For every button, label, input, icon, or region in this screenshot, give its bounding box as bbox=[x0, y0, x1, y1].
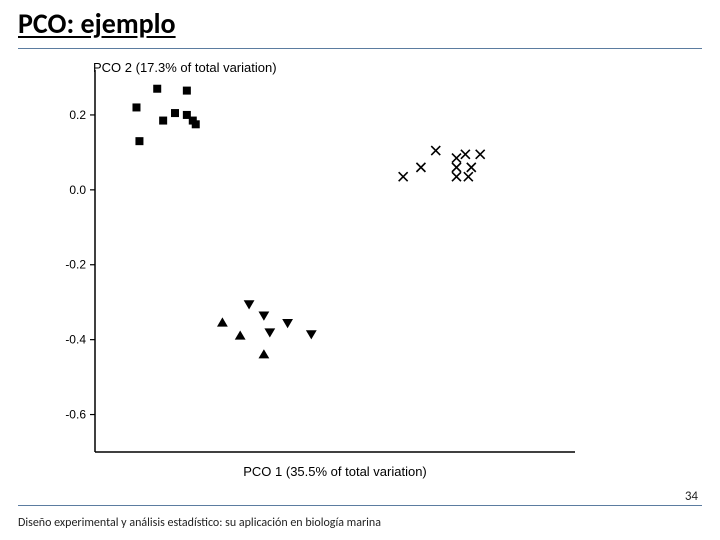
slide-title: PCO: ejemplo bbox=[18, 6, 176, 41]
footer-text: Diseño experimental y análisis estadísti… bbox=[18, 516, 381, 530]
plot-svg: 0.2 0.0 -0.2 -0.4 -0.6 PCO 2 (17.3% of total … bbox=[30, 62, 590, 492]
svg-text:-0.2: -0.2 bbox=[65, 258, 86, 272]
pco-scatter-plot: 0.2 0.0 -0.2 -0.4 -0.6 PCO 2 (17.3% of total … bbox=[30, 62, 590, 492]
footer-rule bbox=[18, 505, 702, 506]
svg-text:-0.4: -0.4 bbox=[65, 333, 86, 347]
title-rule bbox=[18, 48, 702, 49]
svg-text:0.0: 0.0 bbox=[69, 183, 86, 197]
svg-text:0.2: 0.2 bbox=[69, 108, 86, 122]
svg-text:-0.6: -0.6 bbox=[65, 408, 86, 422]
slide: PCO: ejemplo 0.2 0.0 -0.2 -0.4 -0.6 PCO 2 (17… bbox=[0, 0, 720, 540]
page-number: 34 bbox=[685, 489, 698, 504]
svg-text:PCO 1 (35.5% of total variatio: PCO 1 (35.5% of total variation) bbox=[243, 464, 427, 479]
svg-text:PCO 2 (17.3% of total variatio: PCO 2 (17.3% of total variation) bbox=[93, 62, 277, 75]
